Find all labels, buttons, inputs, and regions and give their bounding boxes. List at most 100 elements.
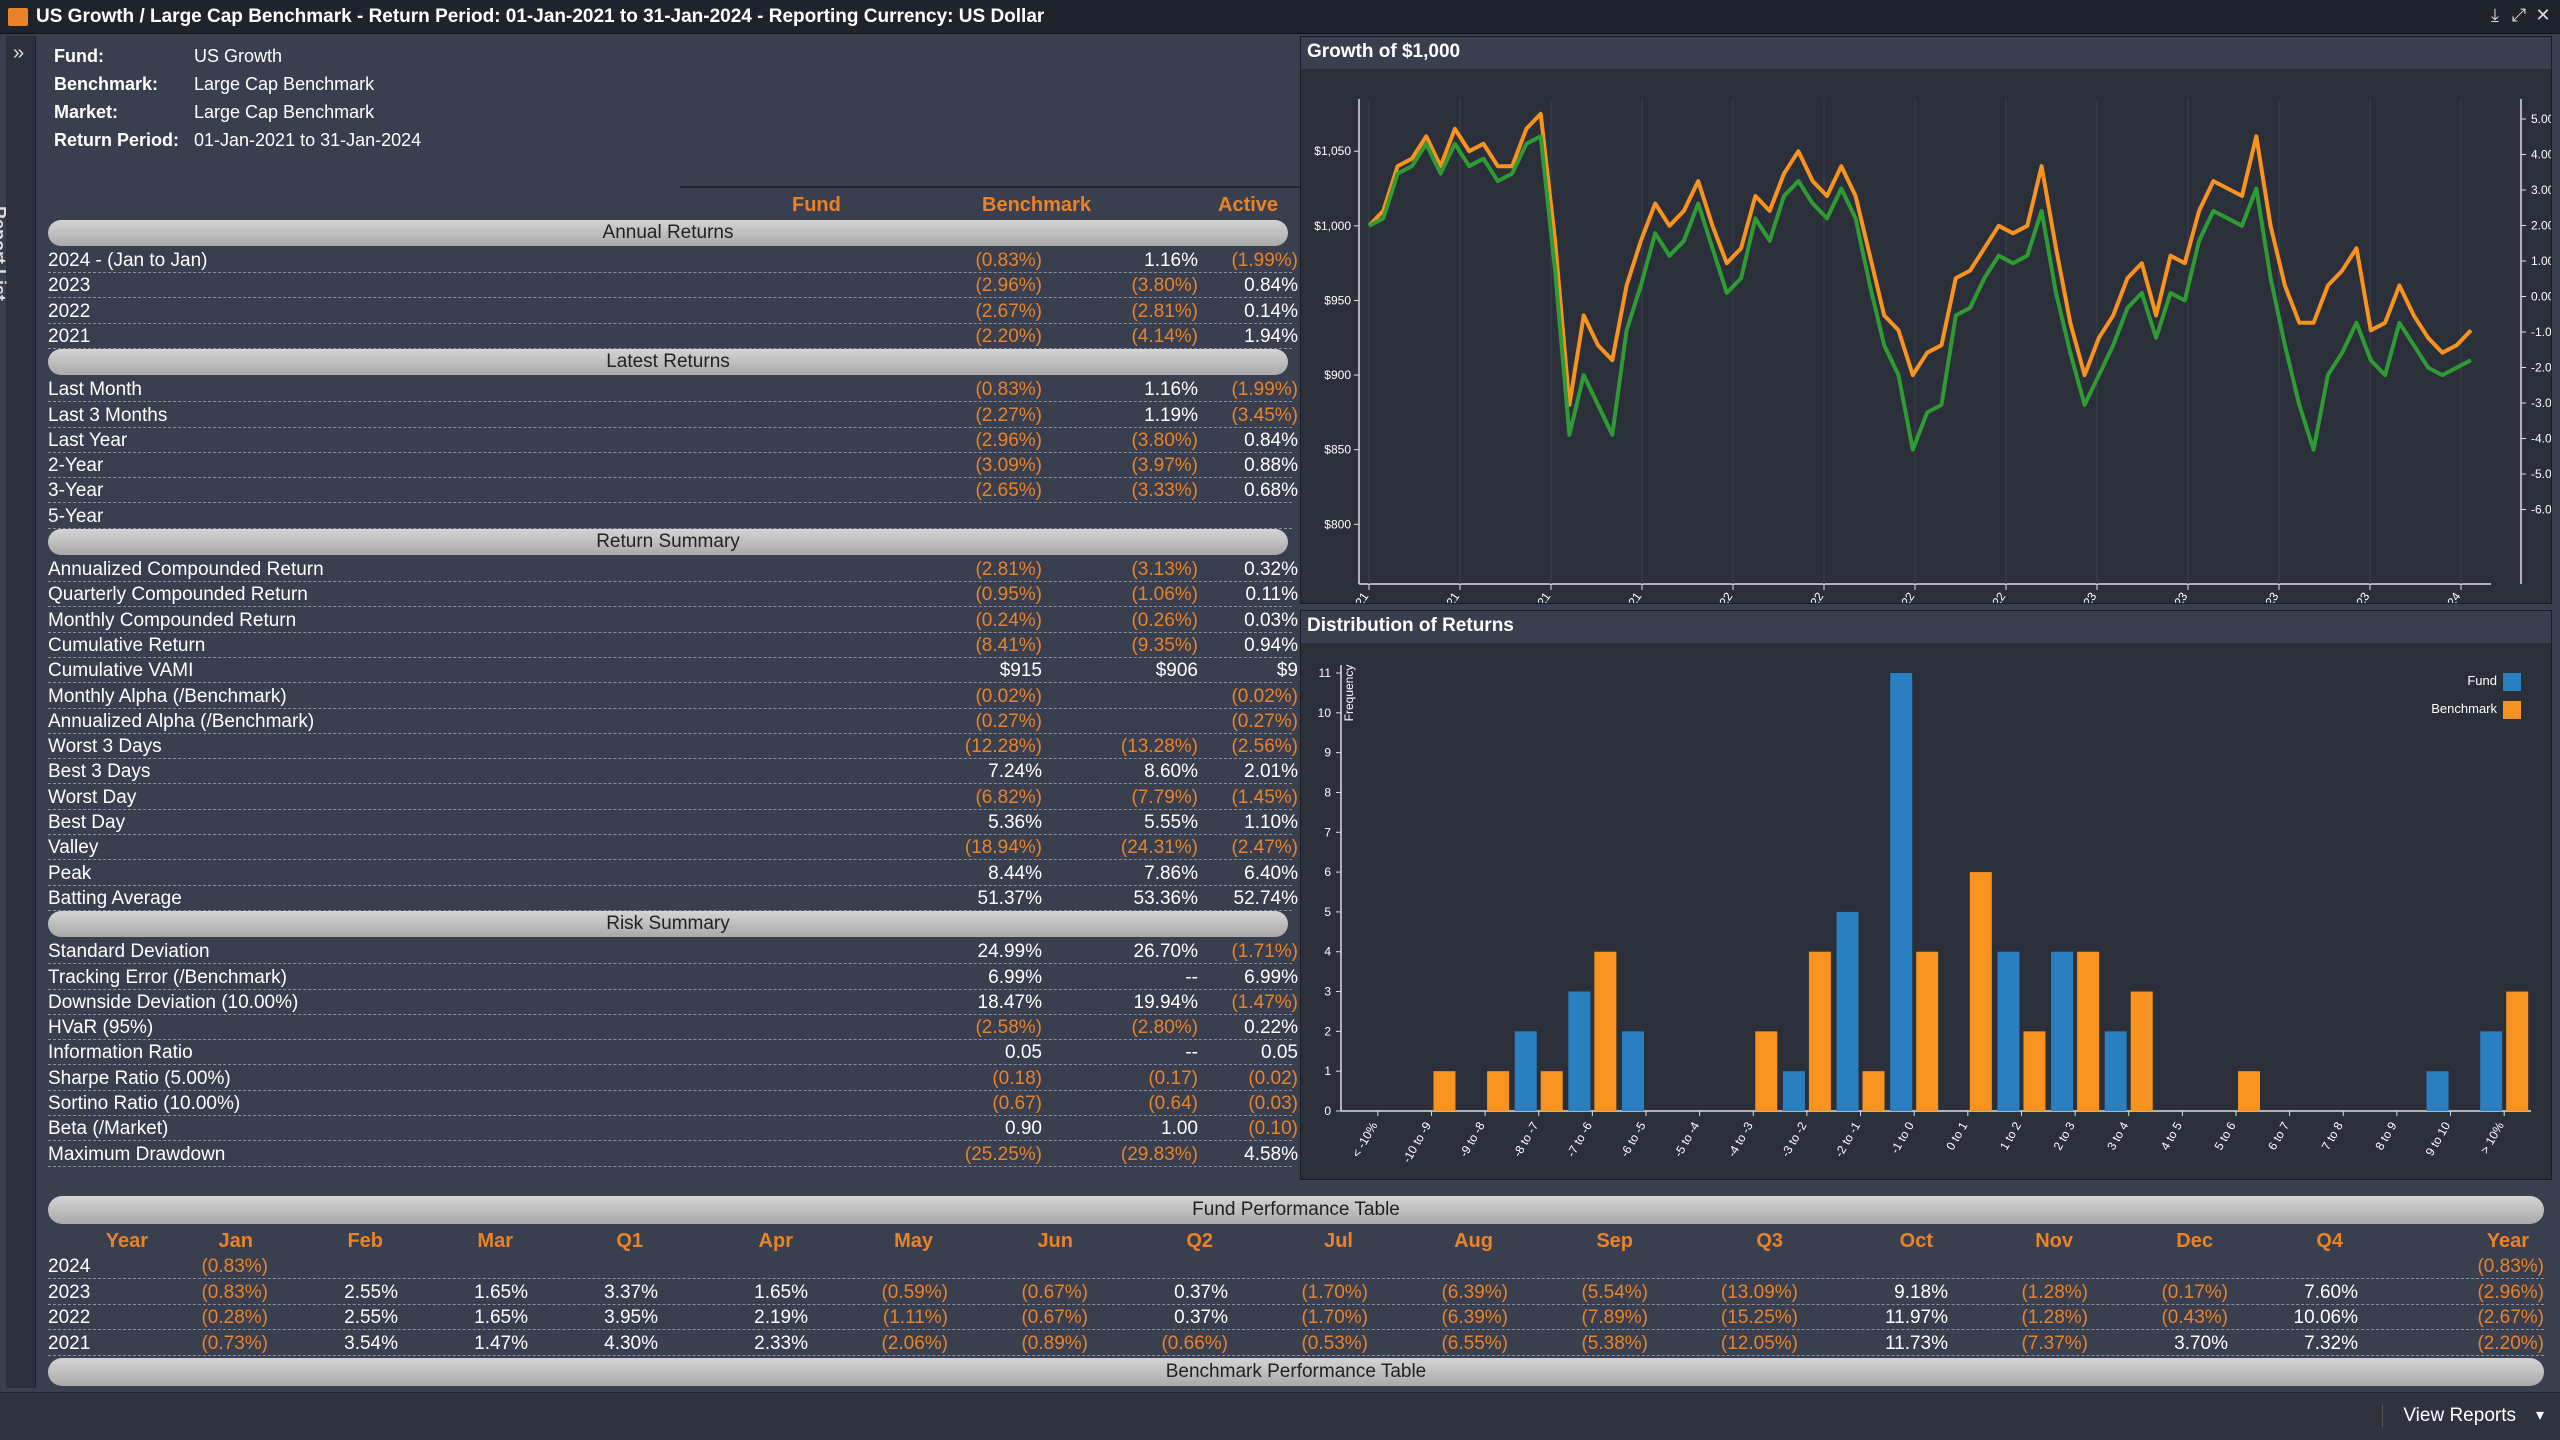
section-header[interactable]: Annual Returns xyxy=(48,220,1288,246)
benchmark-bar[interactable] xyxy=(1594,951,1617,1111)
fund-bar[interactable] xyxy=(1836,911,1859,1111)
y-tick-label: 5 xyxy=(1324,905,1331,919)
benchmark-bar[interactable] xyxy=(1487,1071,1510,1111)
view-reports-caret-icon[interactable]: ▾ xyxy=(2535,1407,2544,1424)
stat-label: Sharpe Ratio (5.00%) xyxy=(48,1067,231,1089)
perf-cell: (0.83%) xyxy=(2477,1256,2544,1277)
benchmark-bar[interactable] xyxy=(2238,1071,2260,1111)
benchmark-bar[interactable] xyxy=(1755,1031,1778,1111)
perf-col-header[interactable]: Jan xyxy=(218,1230,253,1252)
fund-bar[interactable] xyxy=(2426,1071,2449,1111)
perf-cell: 3.37% xyxy=(604,1281,658,1303)
perf-col-header[interactable]: Q4 xyxy=(2316,1230,2343,1252)
stat-fund-value: 24.99% xyxy=(977,941,1042,963)
maximize-icon[interactable]: ⤢ xyxy=(2511,5,2527,25)
col-active[interactable]: Active xyxy=(1218,194,1279,216)
perf-col-header[interactable]: Sep xyxy=(1596,1230,1633,1252)
perf-col-header[interactable]: Jun xyxy=(1037,1230,1073,1252)
report-list-strip[interactable]: » Report List xyxy=(0,36,36,1388)
y2-tick-label: -1.00% xyxy=(2531,325,2551,339)
y-tick-label: $1,000 xyxy=(1314,219,1351,233)
stat-active-value: (2.56%) xyxy=(1231,736,1298,758)
fund-bar[interactable] xyxy=(1997,951,2020,1111)
benchmark-bar[interactable] xyxy=(1808,951,1831,1111)
benchmark-bar[interactable] xyxy=(1862,1071,1885,1111)
fund-bar[interactable] xyxy=(1890,673,1913,1111)
legend-swatch xyxy=(2503,673,2521,691)
stat-row: Monthly Alpha (/Benchmark) (0.02%) (0.02%) xyxy=(48,684,1298,709)
stat-benchmark-value: (3.13%) xyxy=(1131,559,1198,580)
perf-col-header[interactable]: Aug xyxy=(1454,1230,1493,1252)
perf-col-header[interactable]: Apr xyxy=(758,1230,793,1252)
stat-active-value: (1.99%) xyxy=(1231,379,1298,401)
stat-row: Valley (18.94%) (24.31%) (2.47%) xyxy=(48,835,1298,861)
x-tick-label: Jul-2022 xyxy=(1880,589,1918,603)
fund-bar[interactable] xyxy=(1568,991,1591,1111)
stat-fund-value: 18.47% xyxy=(977,991,1042,1013)
stat-row: Downside Deviation (10.00%) 18.47% 19.94% (… xyxy=(48,990,1298,1015)
stat-active-value: 0.05 xyxy=(1261,1042,1298,1064)
view-reports-button[interactable]: View Reports xyxy=(2382,1405,2516,1427)
perf-cell: 0.37% xyxy=(1174,1281,1228,1303)
status-bar: View Reports ▾ xyxy=(0,1392,2560,1440)
stat-fund-value: 51.37% xyxy=(977,887,1042,909)
col-fund[interactable]: Fund xyxy=(792,194,841,216)
perf-cell: 10.06% xyxy=(2293,1307,2358,1328)
y-tick-label: 7 xyxy=(1324,825,1331,839)
col-benchmark[interactable]: Benchmark xyxy=(982,194,1091,216)
perf-col-header[interactable]: Jul xyxy=(1324,1230,1353,1252)
report-list-label[interactable]: Report List xyxy=(0,206,9,302)
stat-label: Last 3 Months xyxy=(48,404,168,426)
benchmark-bar[interactable] xyxy=(2023,1031,2046,1111)
stat-active-value: 52.74% xyxy=(1233,887,1298,909)
fund-performance-header[interactable]: Fund Performance Table xyxy=(48,1196,2544,1224)
growth-chart[interactable]: $1,050 $1,000 $950 $900 $850 $800 5.00% 4.00% 3.… xyxy=(1301,69,2551,603)
perf-col-header[interactable]: Q1 xyxy=(616,1230,643,1252)
benchmark-bar[interactable] xyxy=(2077,951,2100,1111)
perf-col-header[interactable]: Q2 xyxy=(1186,1230,1213,1252)
fund-bar[interactable] xyxy=(2104,1031,2127,1111)
fund-bar[interactable] xyxy=(2480,1031,2503,1111)
stat-benchmark-value: 5.55% xyxy=(1144,812,1198,833)
section-header[interactable]: Return Summary xyxy=(48,529,1288,555)
download-icon[interactable]: ⤓ xyxy=(2491,5,2499,25)
perf-col-header[interactable]: Feb xyxy=(347,1230,383,1252)
benchmark-bar[interactable] xyxy=(2506,991,2529,1111)
stat-label: Last Month xyxy=(48,379,142,401)
fund-bar[interactable] xyxy=(1782,1071,1805,1111)
perf-col-header[interactable]: Year xyxy=(105,1230,148,1252)
stat-benchmark-value: 1.16% xyxy=(1144,379,1198,401)
stat-active-value: 6.40% xyxy=(1244,862,1298,884)
perf-col-header[interactable]: Dec xyxy=(2176,1230,2213,1252)
perf-col-header[interactable]: Mar xyxy=(477,1230,513,1252)
stat-benchmark-value: 1.16% xyxy=(1144,250,1198,271)
fund-bar[interactable] xyxy=(1622,1031,1644,1111)
benchmark-bar[interactable] xyxy=(1969,872,1992,1111)
fund-bar[interactable] xyxy=(1514,1031,1537,1111)
fund-bar[interactable] xyxy=(2051,951,2074,1111)
perf-col-header[interactable]: Oct xyxy=(1899,1230,1933,1252)
close-icon[interactable]: ✕ xyxy=(2535,5,2551,25)
perf-col-header[interactable]: Nov xyxy=(2035,1230,2073,1252)
benchmark-bar[interactable] xyxy=(1433,1071,1456,1111)
perf-col-header[interactable]: Year xyxy=(2486,1230,2529,1252)
section-header[interactable]: Risk Summary xyxy=(48,911,1288,938)
perf-col-header[interactable]: May xyxy=(894,1230,933,1252)
perf-col-header[interactable]: Q3 xyxy=(1756,1230,1783,1252)
benchmark-bar[interactable] xyxy=(1916,951,1939,1111)
benchmark-performance-header[interactable]: Benchmark Performance Table xyxy=(48,1358,2544,1386)
stat-row: 2-Year (3.09%) (3.97%) 0.88% xyxy=(48,453,1298,479)
expand-chevron-icon[interactable]: » xyxy=(13,42,25,64)
section-header[interactable]: Latest Returns xyxy=(48,349,1288,376)
benchmark-bar[interactable] xyxy=(2130,991,2153,1111)
benchmark-bar[interactable] xyxy=(1540,1071,1563,1111)
stat-row: Cumulative Return (8.41%) (9.35%) 0.94% xyxy=(48,633,1298,658)
perf-year: 2024 xyxy=(48,1256,91,1277)
perf-cell: (0.67%) xyxy=(1021,1281,1088,1303)
y-tick-label: 0 xyxy=(1324,1104,1331,1118)
perf-cell: (2.20%) xyxy=(2477,1332,2544,1354)
perf-row: 2021 (0.73%) 3.54% 1.47% 4.30% 2.33% (2.06%) (0… xyxy=(48,1331,2544,1356)
stat-active-value: 0.22% xyxy=(1244,1017,1298,1039)
y2-tick-label: 0.00% xyxy=(2531,290,2551,304)
distribution-chart[interactable]: 0 1 2 3 4 5 6 7 8 9 10 11 Frequency < -10% -10 to -9 -9… xyxy=(1301,643,2551,1179)
